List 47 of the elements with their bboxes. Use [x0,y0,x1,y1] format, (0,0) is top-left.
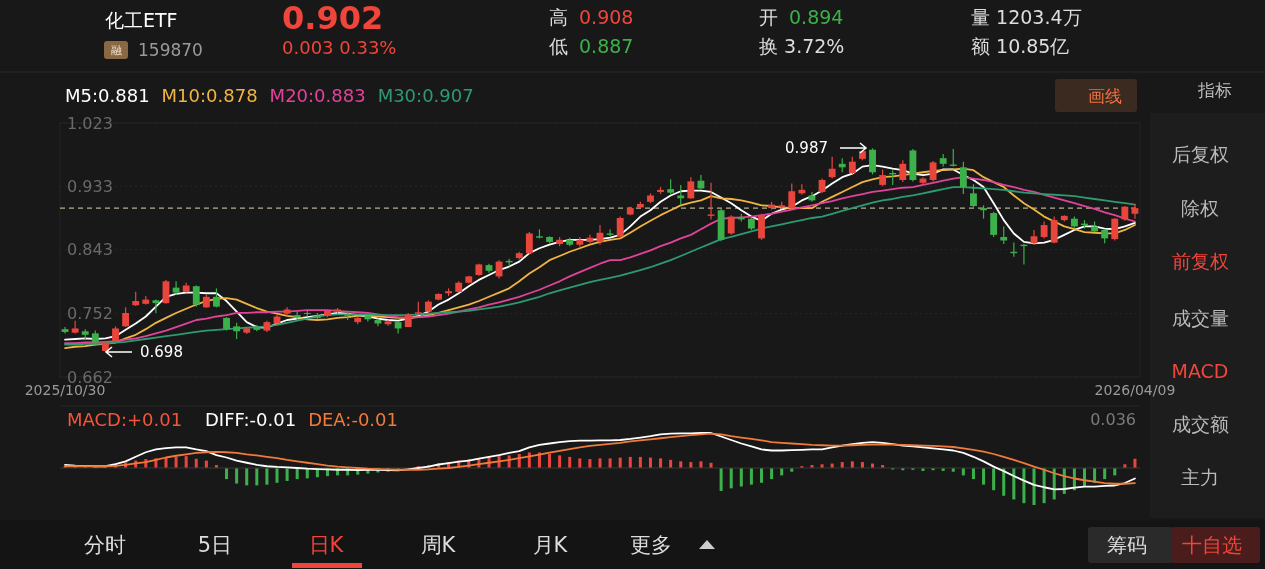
text: 周K [420,533,457,557]
chart-title: 化工ETF [105,9,178,31]
text: 0.894 [789,6,844,28]
text: 指标 [1197,80,1232,100]
y-tick-label: 0.843 [67,240,113,260]
text: 开 [759,6,778,28]
text: 换 3.72% [759,35,845,57]
text: 画线 [1088,86,1122,106]
text: 月K [532,533,569,557]
y-tick-label: 1.023 [67,113,113,133]
text: 前复权 [1171,250,1229,272]
series-label: DIFF:-0.01 [205,408,297,430]
y-tick-label: 0.933 [67,176,113,196]
text: MACD [1171,360,1229,382]
text: 低 [549,35,568,57]
text: 除权 [1181,197,1219,219]
annotation: 0.987 [785,139,828,157]
text: 0.887 [579,35,634,57]
text: M20:0.883 [269,84,366,106]
text: 量 1203.4万 [971,6,1082,28]
text: 筹码 [1107,533,1147,557]
text: 日K [308,533,345,557]
text: M30:0.907 [377,84,474,106]
text: 融 [110,43,122,57]
text: 主力 [1181,466,1219,488]
text: 额 10.85亿 [971,35,1070,57]
text: 高 [549,6,568,28]
x-tick-label: 2025/10/30 [24,382,106,398]
series-label: DEA:-0.01 [308,408,398,430]
text: 更多 [630,533,672,557]
text: 十自选 [1182,533,1242,557]
text: M10:0.878 [161,84,258,106]
text: 成交额 [1171,413,1229,435]
y-tick-label: 0.752 [67,304,113,324]
annotation: 0.698 [140,343,183,361]
text: 0.003 0.33% [282,36,397,58]
text: 5日 [197,533,233,557]
x-tick-label: 2026/04/09 [1094,382,1176,398]
text: M5:0.881 [65,84,150,106]
text: 0.036 [1090,409,1136,429]
text: 159870 [138,40,203,60]
text: 后复权 [1171,143,1229,165]
series-label: MACD:+0.01 [67,408,183,430]
text: 成交量 [1171,307,1229,329]
text: 0.902 [282,0,384,37]
text: 分时 [84,533,126,557]
text: 0.908 [579,6,634,28]
